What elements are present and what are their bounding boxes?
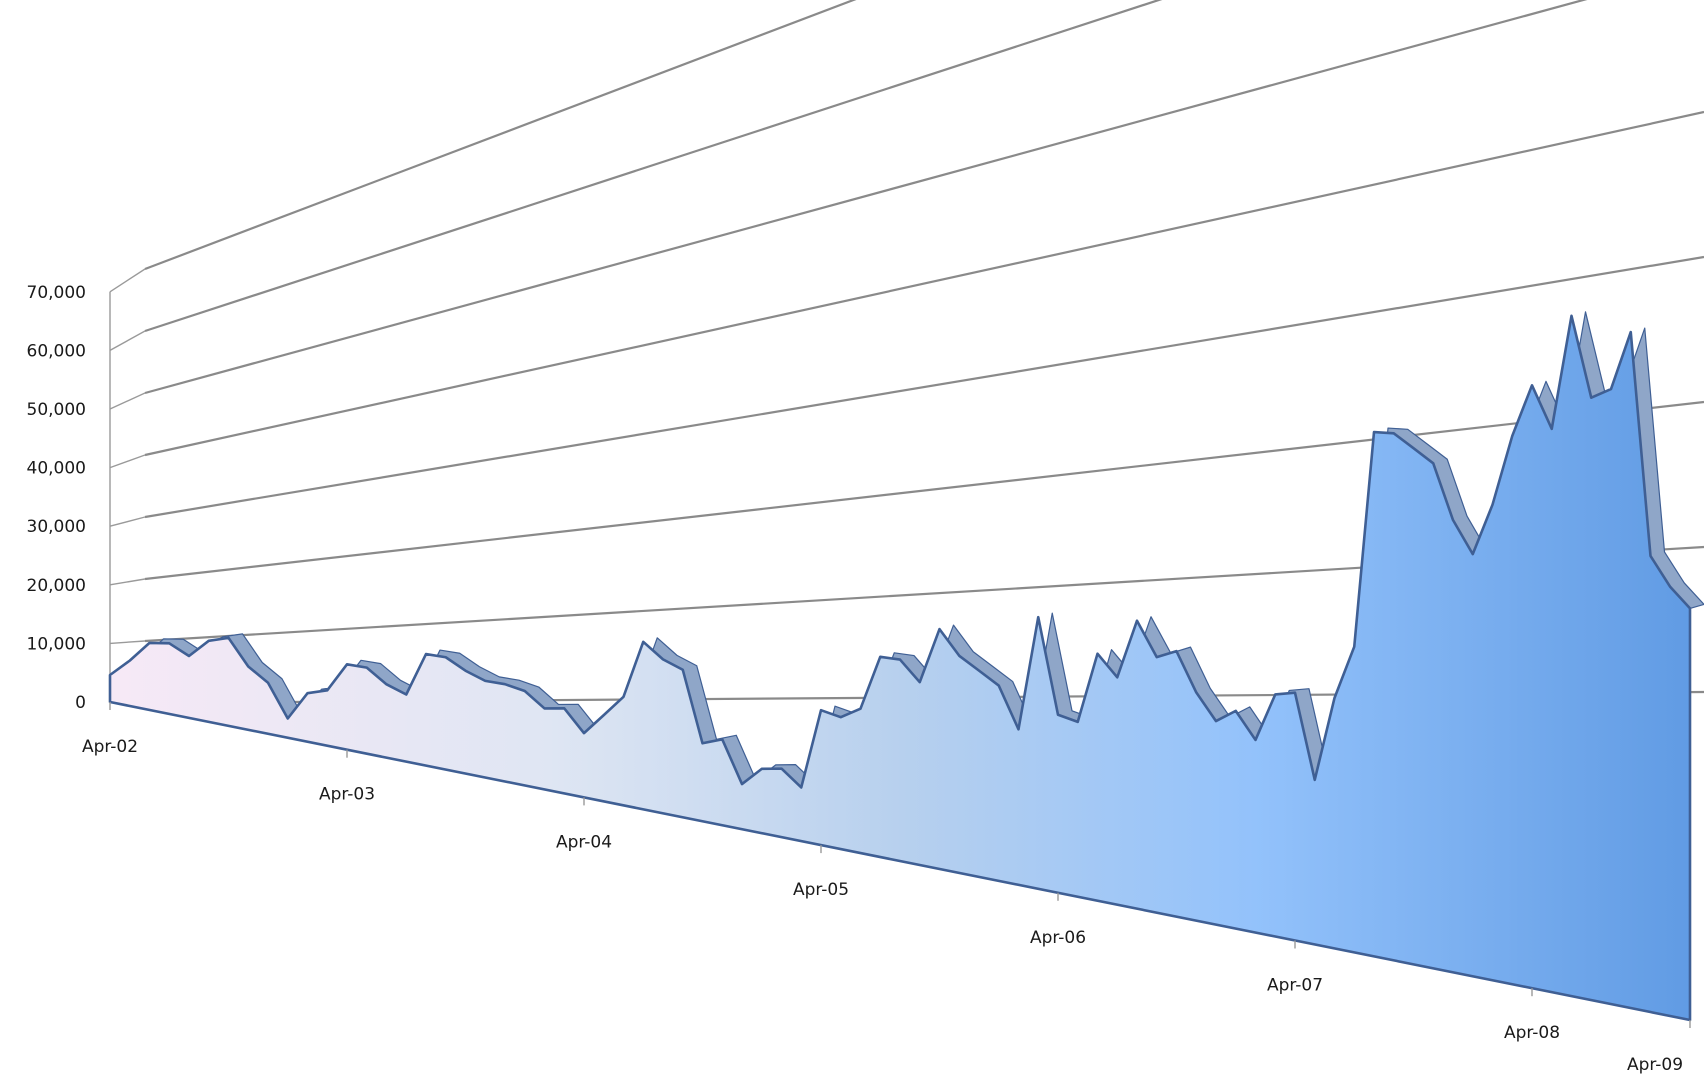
y-tick-label: 0 xyxy=(75,693,86,713)
area-series xyxy=(108,311,1704,1022)
sidewall-connector-2 xyxy=(109,578,146,586)
x-tick-label: Apr-08 xyxy=(1504,1023,1560,1043)
gridline-2 xyxy=(144,400,1704,581)
sidewall-connector-7 xyxy=(109,268,146,293)
gridline-7 xyxy=(144,0,857,271)
x-tick-label: Apr-09 xyxy=(1627,1055,1683,1075)
gridline-3 xyxy=(144,255,1704,519)
gridlines xyxy=(109,0,1704,705)
sidewall-connector-6 xyxy=(109,330,146,352)
sidewall-connector-3 xyxy=(109,516,146,527)
x-tick-label: Apr-07 xyxy=(1267,976,1323,996)
gridline-5 xyxy=(144,0,1588,395)
x-tick-label: Apr-06 xyxy=(1030,928,1086,948)
sidewall-connector-4 xyxy=(109,454,146,469)
x-tick-label: Apr-02 xyxy=(82,737,138,757)
y-tick-label: 60,000 xyxy=(27,341,86,361)
gridline-4 xyxy=(144,110,1704,457)
y-tick-label: 20,000 xyxy=(27,576,86,596)
y-tick-label: 10,000 xyxy=(27,634,86,654)
x-tick-label: Apr-05 xyxy=(793,880,849,900)
gridline-6 xyxy=(144,0,1163,333)
y-tick-label: 50,000 xyxy=(27,400,86,420)
x-tick-label: Apr-03 xyxy=(319,785,375,805)
sidewall-connector-1 xyxy=(109,640,146,645)
sidewall-connector-5 xyxy=(109,392,146,410)
y-tick-label: 30,000 xyxy=(27,517,86,537)
area-front-face xyxy=(108,314,1692,1022)
tick-labels: 0 10,000 20,000 30,000 40,000 50,000 60,000 70,… xyxy=(27,283,1691,1075)
y-tick-label: 40,000 xyxy=(27,459,86,479)
x-tick-label: Apr-04 xyxy=(556,832,612,852)
y-tick-label: 70,000 xyxy=(27,283,86,303)
